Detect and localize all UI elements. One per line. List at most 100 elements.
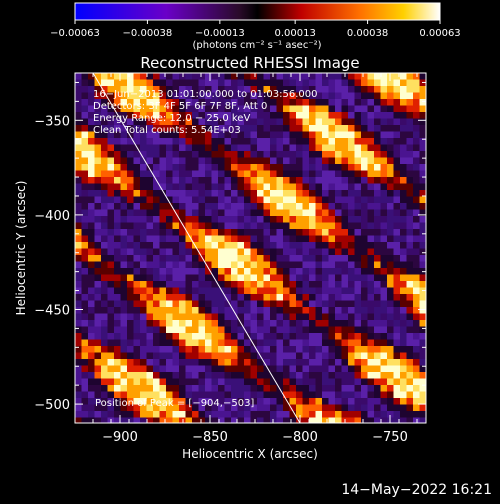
heatmap-cell [406,339,414,347]
heatmap-cell [153,73,160,80]
heatmap-cell [146,183,154,191]
heatmap-cell [179,307,186,314]
heatmap-cell [263,300,271,308]
heatmap-cell [328,235,336,243]
heatmap-cell [354,294,362,301]
heatmap-cell [400,378,407,386]
heatmap-cell [400,99,407,106]
heatmap-cell [283,385,290,392]
heatmap-cell [309,346,316,353]
heatmap-cell [185,326,193,334]
heatmap-cell [88,372,95,379]
heatmap-cell [81,398,89,405]
heatmap-cell [94,255,102,262]
heatmap-cell [166,294,173,301]
heatmap-cell [94,92,102,100]
heatmap-cell [88,144,95,152]
heatmap-cell [192,339,199,347]
heatmap-cell [198,404,206,412]
heatmap-cell [88,248,95,256]
heatmap-cell [257,365,264,373]
heatmap-cell [114,248,121,256]
heatmap-cell [270,209,277,217]
heatmap-cell [140,411,147,418]
heatmap-cell [172,79,180,87]
heatmap-cell [296,242,303,249]
heatmap-cell [302,274,310,282]
heatmap-cell [218,99,225,106]
heatmap-cell [120,281,128,288]
heatmap-cell [419,131,426,139]
heatmap-cell [315,196,323,204]
heatmap-cell [107,274,115,282]
heatmap-cell [224,372,232,379]
heatmap-cell [218,417,225,423]
heatmap-cell [302,359,310,366]
heatmap-cell [88,229,95,236]
heatmap-cell [315,352,323,360]
heatmap-cell [406,196,414,204]
heatmap-cell [361,261,368,269]
heatmap-cell [257,411,264,418]
heatmap-cell [166,339,173,347]
heatmap-cell [81,313,89,321]
heatmap-cell [374,346,381,353]
heatmap-cell [309,261,316,269]
heatmap-cell [146,203,154,210]
heatmap-cell [205,255,212,262]
colorbar-tick-label: 0.00013 [274,28,315,39]
heatmap-cell [406,365,414,373]
heatmap-cell [335,352,342,360]
heatmap-cell [237,118,245,126]
heatmap-cell [354,222,362,230]
heatmap-cell [302,411,310,418]
heatmap-cell [270,326,277,334]
heatmap-cell [185,339,193,347]
heatmap-cell [101,294,108,301]
heatmap-cell [263,417,271,423]
heatmap-cell [94,99,102,106]
heatmap-cell [419,372,426,379]
heatmap-cell [387,248,394,256]
heatmap-cell [374,365,381,373]
heatmap-cell [133,300,141,308]
heatmap-cell [283,209,290,217]
heatmap-cell [185,287,193,295]
heatmap-cell [114,144,121,152]
heatmap-cell [322,235,329,243]
heatmap-cell [283,151,290,158]
heatmap-cell [140,99,147,106]
heatmap-cell [185,209,193,217]
heatmap-cell [367,372,375,379]
heatmap-cell [146,229,154,236]
heatmap-cell [127,99,134,106]
heatmap-cell [367,281,375,288]
heatmap-cell [322,352,329,360]
heatmap-cell [94,157,102,165]
heatmap-cell [166,346,173,353]
heatmap-cell [263,151,271,158]
heatmap-cell [341,209,349,217]
heatmap-cell [283,300,290,308]
heatmap-cell [140,86,147,93]
heatmap-cell [393,333,401,340]
heatmap-cell [237,73,245,80]
heatmap-cell [237,164,245,171]
heatmap-cell [413,287,420,295]
heatmap-cell [127,157,134,165]
heatmap-cell [153,307,160,314]
heatmap-cell [361,170,368,178]
heatmap-cell [393,300,401,308]
heatmap-cell [315,411,323,418]
heatmap-cell [302,229,310,236]
heatmap-cell [133,177,141,184]
heatmap-cell [374,118,381,126]
heatmap-cell [146,287,154,295]
heatmap-cell [257,287,264,295]
heatmap-cell [393,222,401,230]
heatmap-cell [231,320,238,327]
heatmap-cell [211,190,219,197]
heatmap-cell [367,300,375,308]
heatmap-cell [367,86,375,93]
heatmap-cell [387,294,394,301]
